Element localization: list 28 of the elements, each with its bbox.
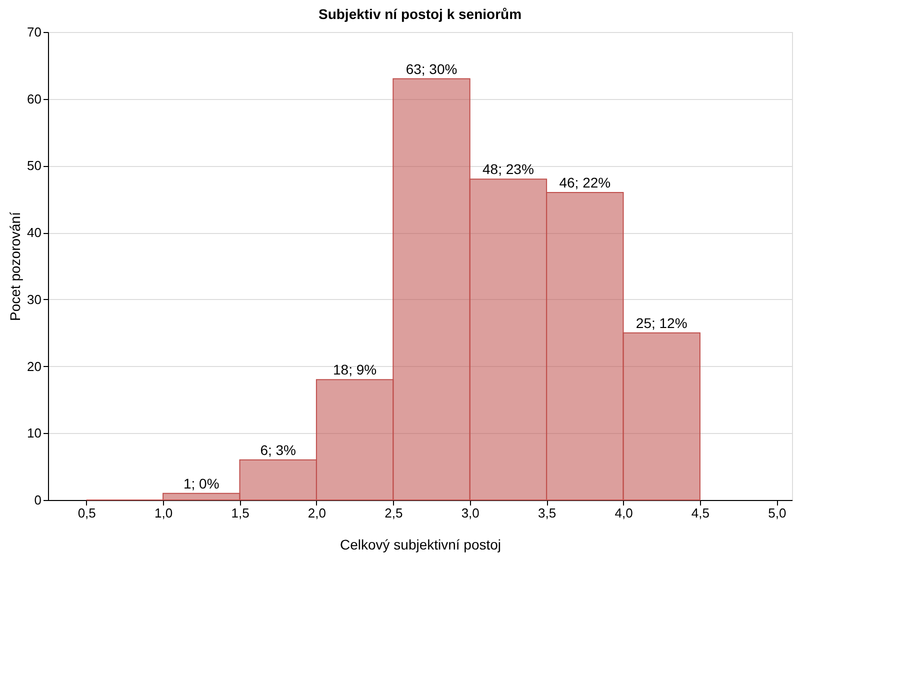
x-tick-label: 4,5: [691, 506, 710, 520]
x-tick-label: 2,0: [308, 506, 326, 520]
x-tick-label: 1,5: [231, 506, 250, 520]
x-tick-label: 2,5: [384, 506, 403, 520]
data-label: 46; 22%: [559, 174, 611, 190]
x-tick-label: 0,5: [78, 506, 96, 520]
y-tick-label: 0: [34, 492, 42, 508]
data-label: 18; 9%: [333, 362, 377, 378]
data-label: 48; 23%: [482, 161, 534, 178]
x-tick-label: 5,0: [768, 506, 786, 520]
y-tick-label: 70: [27, 24, 42, 40]
y-tick-label: 50: [27, 158, 42, 174]
y-tick-label: 30: [27, 292, 42, 307]
y-tick-label: 40: [27, 225, 42, 240]
y-tick-label: 20: [27, 358, 42, 374]
data-label: 63; 30%: [406, 60, 458, 77]
y-axis-title: Pocet pozorování: [7, 212, 24, 321]
x-tick-label: 3,0: [461, 506, 480, 520]
chart-title: Subjektiv ní postoj k seniorům: [318, 6, 522, 22]
data-label: 6; 3%: [260, 442, 296, 458]
data-label: 1; 0%: [183, 475, 220, 492]
y-tick-label: 10: [27, 426, 42, 441]
data-label: 25; 12%: [636, 314, 688, 331]
x-tick-label: 4,0: [614, 506, 633, 520]
x-tick-label: 1,0: [154, 506, 173, 520]
x-axis-title: Celkový subjektivní postoj: [340, 536, 502, 552]
x-tick-label: 3,5: [538, 506, 556, 520]
y-tick-label: 60: [27, 91, 42, 106]
